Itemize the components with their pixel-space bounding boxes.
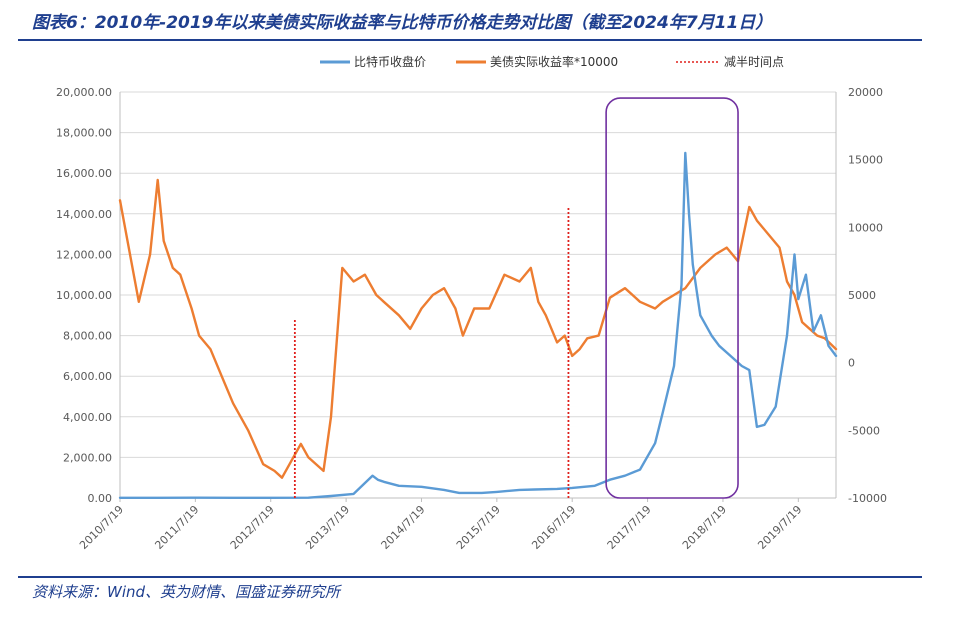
y-left-tick-label: 4,000.00 [63, 411, 112, 424]
y-right-tick-label: 10000 [848, 221, 883, 234]
y-left-tick-label: 18,000.00 [56, 127, 112, 140]
y-left-tick-label: 0.00 [88, 492, 113, 505]
y-left-tick-label: 12,000.00 [56, 248, 112, 261]
legend-yield-label: 美债实际收益率*10000 [490, 54, 618, 69]
figure-title: 图表6：2010年-2019年以来美债实际收益率与比特币价格走势对比图（截至20… [32, 13, 773, 33]
x-axis: 2010/7/19 2011/7/19 2012/7/19 2013/7/19 2014… [77, 497, 836, 552]
legend-halving-label: 减半时间点 [724, 55, 784, 69]
y-left-tick-label: 20,000.00 [56, 86, 112, 99]
y-left-tick-label: 10,000.00 [56, 289, 112, 302]
x-tick-label: 2015/7/19 [454, 503, 503, 552]
x-tick-label: 2010/7/19 [77, 503, 126, 552]
y-left-tick-label: 6,000.00 [63, 370, 112, 383]
btc-price-line [118, 151, 838, 499]
x-tick-label: 2017/7/19 [605, 503, 654, 552]
series-group [118, 151, 838, 499]
legend-btc-label: 比特币收盘价 [354, 54, 426, 69]
bottom-rule [18, 576, 922, 578]
y-right-tick-label: 20000 [848, 86, 883, 99]
y-left-tick-label: 8,000.00 [63, 330, 112, 343]
y-right-tick-label: -5000 [848, 424, 880, 437]
x-tick-label: 2018/7/19 [680, 503, 729, 552]
top-rule [18, 39, 922, 41]
halving-lines [293, 207, 570, 498]
x-tick-label: 2011/7/19 [152, 503, 201, 552]
x-tick-label: 2014/7/19 [379, 503, 428, 552]
x-tick-label: 2012/7/19 [228, 503, 277, 552]
legend: 比特币收盘价 美债实际收益率*10000 减半时间点 [320, 54, 784, 69]
y-right-tick-label: -10000 [848, 492, 887, 505]
y-left-tick-label: 16,000.00 [56, 167, 112, 180]
y-left-tick-label: 2,000.00 [63, 451, 112, 464]
source-note: 资料来源：Wind、英为财情、国盛证券研究所 [32, 583, 341, 601]
chart-area: 0.00 2,000.00 4,000.00 6,000.00 8,000.00 10,0… [56, 54, 887, 552]
y-axis-right: -10000 -5000 0 5000 10000 15000 20000 [835, 86, 887, 505]
y-right-tick-label: 5000 [848, 289, 876, 302]
y-axis-left: 0.00 2,000.00 4,000.00 6,000.00 8,000.00 10,0… [56, 86, 121, 505]
y-right-tick-label: 15000 [848, 154, 883, 167]
x-tick-label: 2013/7/19 [303, 503, 352, 552]
highlight-box [605, 97, 739, 499]
real-yield-line [118, 178, 838, 479]
x-tick-label: 2016/7/19 [529, 503, 578, 552]
y-right-tick-label: 0 [848, 357, 855, 370]
y-left-tick-label: 14,000.00 [56, 208, 112, 221]
x-tick-label: 2019/7/19 [755, 503, 804, 552]
